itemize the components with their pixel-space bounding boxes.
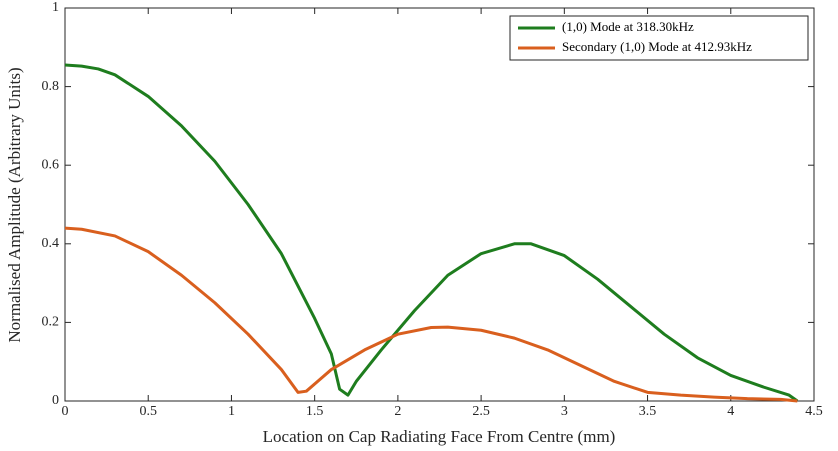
x-tick-label: 4 — [727, 404, 734, 419]
x-axis-label: Location on Cap Radiating Face From Cent… — [263, 427, 616, 446]
x-tick-label: 0.5 — [139, 404, 157, 419]
x-tick-label: 2 — [394, 404, 401, 419]
y-tick-label: 0.2 — [42, 315, 60, 330]
data-line — [64, 63, 799, 403]
x-tick-label: 2.5 — [472, 404, 490, 419]
legend-label: (1,0) Mode at 318.30kHz — [562, 19, 694, 34]
y-tick-label: 0 — [52, 393, 59, 408]
y-tick-label: 0.8 — [42, 79, 60, 94]
y-tick-label: 1 — [52, 0, 59, 15]
y-tick-label: 0.4 — [42, 236, 60, 251]
plot-frame — [64, 7, 815, 402]
x-tick-label: 3 — [561, 404, 568, 419]
x-tick-label: 1 — [228, 404, 235, 419]
x-tick-label: 0 — [62, 404, 69, 419]
y-tick-label: 0.6 — [42, 157, 60, 172]
legend-label: Secondary (1,0) Mode at 412.93kHz — [562, 39, 752, 54]
data-line — [64, 226, 798, 403]
x-tick-label: 1.5 — [306, 404, 324, 419]
legend-box — [509, 15, 809, 61]
y-axis-label: Normalised Amplitude (Arbitrary Units) — [5, 67, 24, 342]
x-tick-label: 3.5 — [639, 404, 657, 419]
x-tick-label: 4.5 — [805, 404, 823, 419]
